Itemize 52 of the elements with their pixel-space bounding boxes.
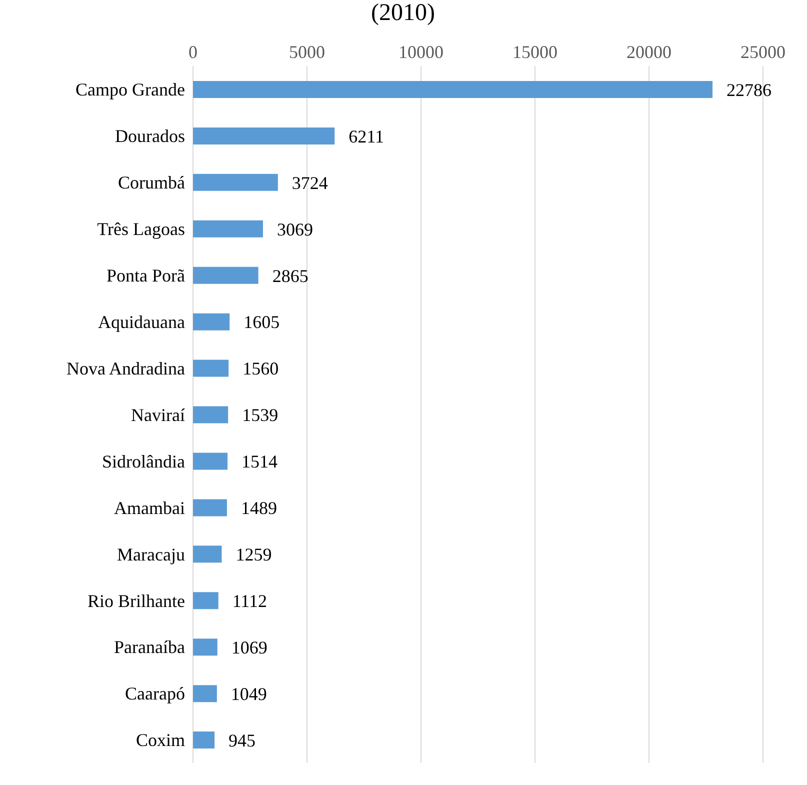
bar [193, 174, 278, 191]
data-label: 1539 [242, 405, 278, 426]
data-label: 1069 [231, 637, 268, 658]
data-label: 1605 [244, 312, 280, 332]
data-label: 22786 [726, 80, 772, 100]
bar [193, 266, 258, 284]
bar [193, 81, 713, 98]
y-tick-label: Campo Grande [76, 80, 186, 100]
bar [193, 313, 230, 330]
x-tick-label: 5000 [289, 42, 325, 62]
y-tick-label: Sidrolândia [102, 451, 185, 472]
bar [193, 360, 229, 377]
bar [193, 685, 217, 702]
data-label: 945 [228, 730, 256, 750]
data-label: 1514 [242, 452, 278, 472]
y-tick-label: Três Lagoas [97, 219, 185, 240]
bar [193, 452, 228, 470]
y-tick-label: Dourados [115, 126, 185, 146]
bar [193, 546, 222, 563]
y-tick-label: Rio Brilhante [88, 590, 185, 611]
y-tick-label: Nova Andradina [66, 358, 186, 378]
bar [193, 406, 228, 424]
y-tick-label: Aquidauana [98, 312, 186, 332]
y-tick-label: Naviraí [131, 404, 185, 425]
data-label: 3724 [292, 172, 328, 193]
data-label: 1259 [236, 544, 272, 565]
bar [193, 499, 227, 516]
chart-title: (2010) [370, 0, 436, 27]
y-tick-label: Paranaíba [114, 637, 186, 658]
data-label: 1560 [242, 358, 279, 379]
y-tick-label: Amambai [114, 498, 185, 518]
y-tick-label: Coxim [136, 730, 185, 750]
data-label: 3069 [276, 219, 313, 240]
data-label: 2865 [272, 266, 308, 286]
data-label: 1112 [232, 591, 268, 612]
y-tick-label: Ponta Porã [106, 265, 186, 286]
x-tick-label: 0 [188, 42, 198, 62]
y-tick-label: Maracaju [117, 544, 185, 564]
bar [193, 732, 215, 749]
bar [193, 592, 218, 610]
bar [193, 638, 218, 656]
x-tick-label: 10000 [398, 42, 444, 62]
bar [193, 127, 335, 144]
x-tick-label: 25000 [740, 42, 786, 62]
data-label: 1489 [240, 498, 277, 518]
y-tick-label: Corumbá [118, 172, 185, 193]
y-tick-label: Caarapó [125, 684, 185, 704]
x-tick-label: 20000 [626, 42, 672, 62]
data-label: 1049 [230, 684, 267, 704]
x-tick-label: 15000 [512, 42, 558, 62]
bar [193, 220, 263, 238]
data-label: 6211 [348, 126, 384, 146]
